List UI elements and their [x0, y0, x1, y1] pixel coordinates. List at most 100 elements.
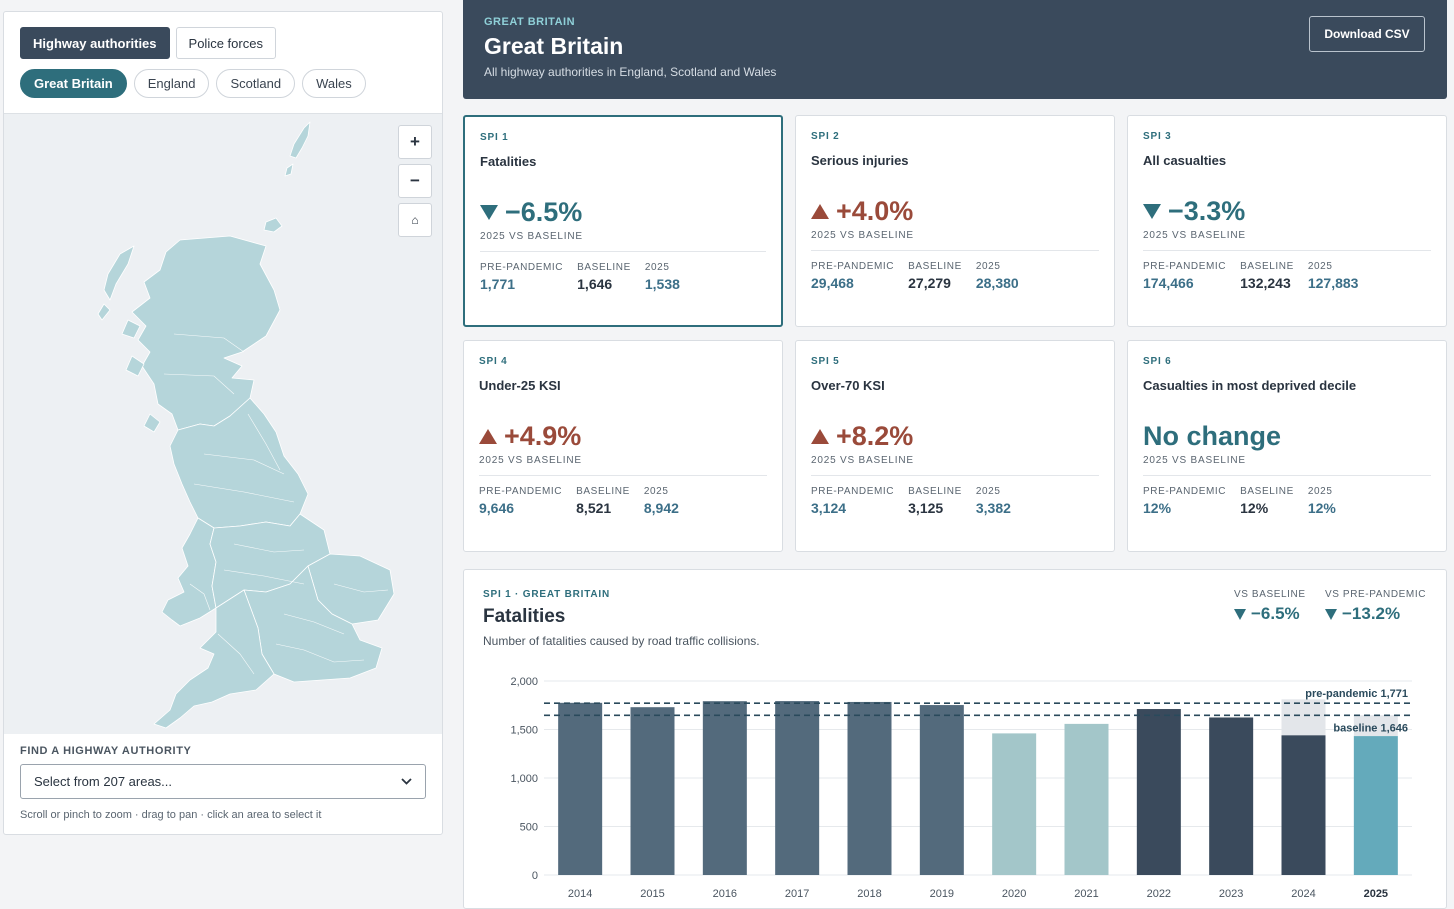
card-title: Serious injuries [811, 153, 909, 168]
card-stats: PRE-PANDEMIC 174,466 BASELINE 132,243 20… [1143, 261, 1358, 291]
x-tick-label: 2024 [1291, 888, 1315, 900]
x-tick-label: 2014 [568, 888, 592, 900]
card-stat-label: 2025 [975, 486, 1001, 497]
vs-pre-pandemic-summary: VS PRE-PANDEMIC −13.2% [1325, 589, 1426, 624]
card-stat-label: PRE-PANDEMIC [811, 261, 895, 272]
spi-card[interactable]: SPI 1 Fatalities −6.5% 2025 VS BASELINE … [463, 115, 783, 327]
card-stat-value: 29,468 [811, 275, 854, 291]
card-stat-value: 28,380 [975, 275, 1019, 291]
down-triangle-icon [1143, 204, 1161, 219]
card-stats: PRE-PANDEMIC 29,468 BASELINE 27,279 2025… [811, 261, 1019, 291]
card-stat-value: 1,646 [577, 276, 613, 292]
card-change: −6.5% [480, 197, 582, 228]
card-stats: PRE-PANDEMIC 3,124 BASELINE 3,125 2025 3… [811, 486, 1011, 516]
vs-pre-pandemic-label: VS PRE-PANDEMIC [1325, 589, 1427, 600]
card-stat-label: PRE-PANDEMIC [1143, 261, 1227, 272]
card-divider [811, 250, 1099, 251]
card-kicker: SPI 6 [1143, 356, 1172, 367]
spi-card[interactable]: SPI 5 Over-70 KSI +8.2% 2025 VS BASELINE… [795, 340, 1115, 552]
vs-baseline-label: VS BASELINE [1234, 589, 1306, 600]
zoom-in-button[interactable]: + [398, 125, 432, 159]
card-change: −3.3% [1143, 196, 1245, 227]
x-tick-label: 2020 [1002, 888, 1026, 900]
x-tick-label: 2017 [785, 888, 809, 900]
vs-pre-pandemic-value: −13.2% [1342, 604, 1401, 623]
card-kicker: SPI 5 [811, 356, 840, 367]
card-change-value: −6.5% [505, 197, 583, 227]
spi-card[interactable]: SPI 4 Under-25 KSI +4.9% 2025 VS BASELIN… [463, 340, 783, 552]
card-stat-value: 174,466 [1143, 275, 1194, 291]
area-header: GREAT BRITAIN Great Britain All highway … [463, 0, 1447, 99]
card-comparison-label: 2025 VS BASELINE [811, 455, 914, 466]
chart-title: Fatalities [483, 606, 566, 627]
x-tick-label: 2018 [857, 888, 881, 900]
card-stat-label: BASELINE [577, 262, 631, 273]
bar-2019 [919, 705, 964, 875]
map-area-south-west [153, 589, 275, 729]
bar-2016 [702, 701, 747, 875]
card-kicker: SPI 3 [1143, 131, 1172, 142]
card-comparison-label: 2025 VS BASELINE [480, 231, 583, 242]
chart-subtitle: Number of fatalities caused by road traf… [483, 634, 760, 648]
spi-card[interactable]: SPI 6 Casualties in most deprived decile… [1127, 340, 1447, 552]
bar-2020 [992, 733, 1037, 875]
region-filter: Great Britain England Scotland Wales [20, 69, 366, 98]
card-stat-label: BASELINE [1240, 486, 1294, 497]
x-tick-label: 2025 [1364, 888, 1388, 900]
great-britain-map[interactable] [4, 114, 442, 734]
card-change-value: No change [1143, 421, 1282, 451]
zoom-out-button[interactable]: − [398, 164, 432, 198]
tab-police-forces[interactable]: Police forces [175, 27, 276, 59]
card-stat-label: PRE-PANDEMIC [1143, 486, 1227, 497]
card-stat: PRE-PANDEMIC 3,124 [811, 486, 894, 516]
card-stat: 2025 127,883 [1308, 261, 1359, 291]
card-stat-value: 12% [1307, 500, 1336, 516]
card-change: +4.0% [811, 196, 913, 227]
bar-2025 [1353, 736, 1398, 875]
x-tick-label: 2022 [1147, 888, 1171, 900]
bar-2021 [1064, 723, 1109, 875]
region-pill-great-britain[interactable]: Great Britain [20, 69, 127, 98]
vs-baseline-summary: VS BASELINE −6.5% [1234, 589, 1306, 624]
down-triangle-icon [480, 205, 498, 220]
baseline-ghost-bar [1353, 715, 1398, 737]
card-stat-label: 2025 [644, 262, 670, 273]
card-stat: PRE-PANDEMIC 1,771 [480, 262, 563, 292]
reset-view-home-icon[interactable]: ⌂ [398, 203, 432, 237]
card-stat: 2025 3,382 [976, 486, 1011, 516]
card-stat-label: BASELINE [576, 486, 630, 497]
download-csv-button[interactable]: Download CSV [1309, 16, 1425, 52]
fatalities-bar-chart: 0 500 1,000 1,500 2,000 2014 2015 2016 2017 2018 2… [510, 676, 1412, 900]
y-tick-label: 1,500 [510, 725, 538, 737]
region-pill-scotland[interactable]: Scotland [216, 69, 296, 98]
map-area-scotland [131, 235, 281, 431]
card-stat-value: 132,243 [1240, 275, 1291, 291]
region-pill-england[interactable]: England [133, 69, 210, 98]
card-stat: 2025 1,538 [645, 262, 680, 292]
card-title: Over-70 KSI [811, 378, 885, 393]
x-tick-label: 2019 [930, 888, 954, 900]
card-title: Fatalities [480, 154, 537, 169]
card-divider [1143, 475, 1431, 476]
card-stats: PRE-PANDEMIC 9,646 BASELINE 8,521 2025 8… [479, 486, 679, 516]
authority-map[interactable]: + − ⌂ [4, 113, 442, 734]
tab-highway-authorities[interactable]: Highway authorities [20, 27, 170, 59]
authority-select[interactable]: Select from 207 areas... [20, 764, 426, 799]
card-stat-value: 8,521 [576, 500, 612, 516]
spi-card[interactable]: SPI 2 Serious injuries +4.0% 2025 VS BAS… [795, 115, 1115, 327]
map-area-shetland [289, 121, 311, 159]
card-stat-label: 2025 [643, 486, 669, 497]
map-area-wales [161, 517, 217, 627]
card-divider [480, 251, 766, 252]
x-tick-label: 2021 [1074, 888, 1098, 900]
card-stat: 2025 12% [1308, 486, 1336, 516]
spi-card[interactable]: SPI 3 All casualties −3.3% 2025 VS BASEL… [1127, 115, 1447, 327]
chart-panel: SPI 1 · GREAT BRITAIN Fatalities Number … [463, 569, 1447, 909]
region-pill-wales[interactable]: Wales [302, 69, 366, 98]
card-stat: BASELINE 132,243 [1240, 261, 1294, 291]
area-eyebrow: GREAT BRITAIN [484, 16, 576, 28]
card-stat-label: 2025 [1307, 486, 1333, 497]
authority-type-tabs: Highway authorities Police forces [20, 27, 276, 59]
card-divider [479, 475, 767, 476]
card-comparison-label: 2025 VS BASELINE [1143, 230, 1246, 241]
